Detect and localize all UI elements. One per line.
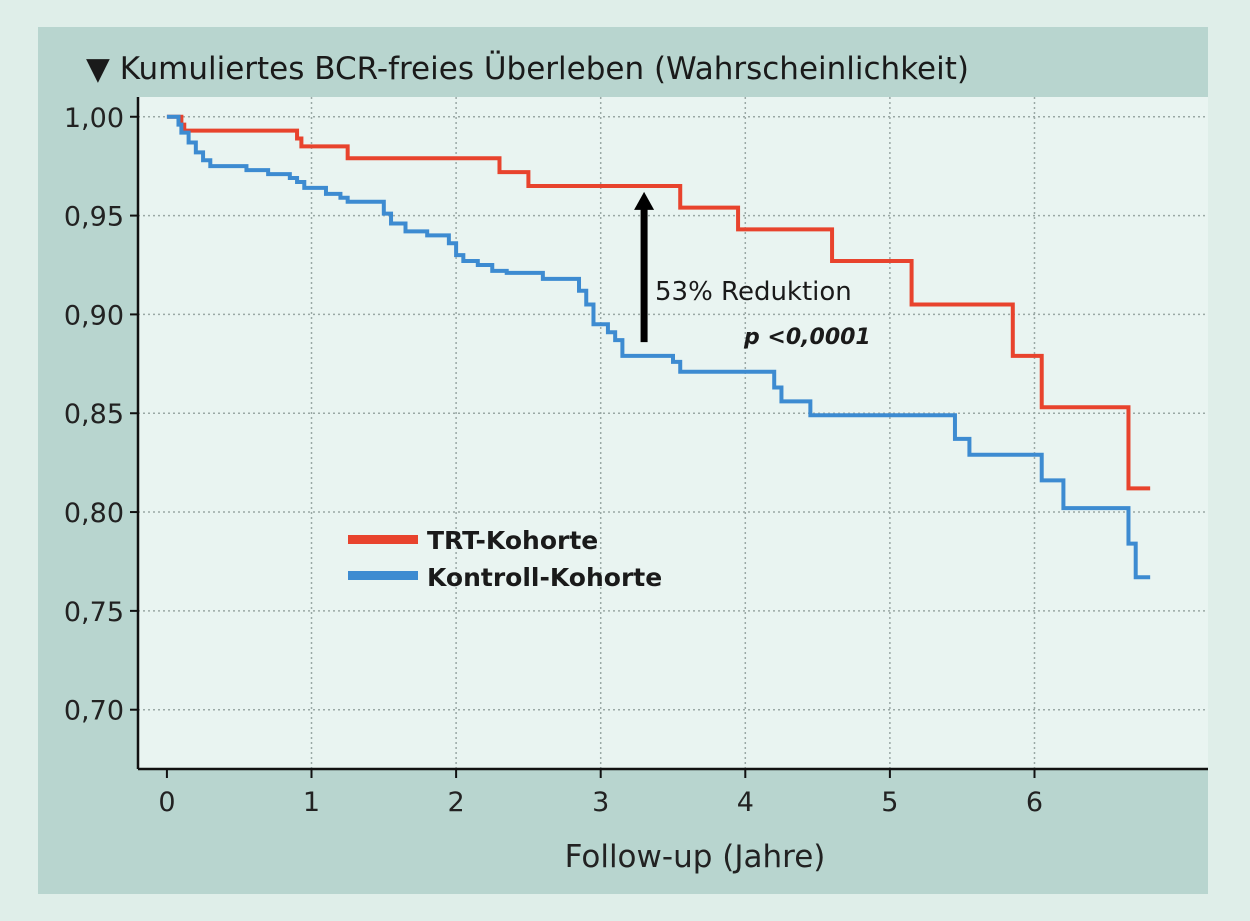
legend-label-trt: TRT-Kohorte [427, 526, 598, 555]
series-lines [166, 114, 1151, 580]
y-tick-label: 0,90 [64, 300, 124, 331]
x-tick-label: 4 [737, 787, 754, 818]
y-tick-label: 0,75 [64, 597, 124, 628]
plot-area [138, 97, 1208, 769]
y-tick-label: 0,95 [64, 202, 124, 233]
x-tick-label: 2 [448, 787, 465, 818]
x-tick-label: 6 [1026, 787, 1043, 818]
chart-title: ▼ Kumuliertes BCR-freies Überleben (Wahr… [86, 50, 969, 87]
legend-swatch-control [348, 571, 418, 580]
x-tick-label: 5 [881, 787, 898, 818]
reduction-label: 53% Reduktion [655, 277, 852, 307]
series-line-control [166, 114, 1151, 580]
y-tick-label: 0,80 [64, 498, 124, 529]
figure-frame: ▼ Kumuliertes BCR-freies Überleben (Wahr… [38, 27, 1208, 894]
legend: TRT-Kohorte Kontroll-Kohorte [348, 526, 662, 592]
x-tick-label: 3 [592, 787, 609, 818]
legend-label-control: Kontroll-Kohorte [427, 563, 662, 592]
series-line-trt [166, 114, 1151, 491]
y-tick-label: 1,00 [64, 103, 124, 134]
x-axis-title: Follow-up (Jahre) [565, 839, 826, 875]
legend-swatch-trt [348, 535, 418, 544]
y-tick-label: 0,70 [64, 696, 124, 727]
grid-lines [138, 97, 1208, 769]
y-tick-label: 0,85 [64, 399, 124, 430]
title-band [38, 27, 1208, 99]
x-tick-label: 1 [303, 787, 320, 818]
chart-svg: ▼ Kumuliertes BCR-freies Überleben (Wahr… [38, 27, 1208, 875]
annotations: 53% Reduktion p <0,0001 [634, 191, 871, 350]
reduction-arrow-head [634, 191, 655, 210]
axes: 1,00 0,95 0,90 0,85 0,80 0,75 0,70 0 1 2 3 4 5 6 [64, 97, 1208, 818]
p-value-label: p <0,0001 [743, 325, 871, 350]
x-tick-label: 0 [158, 787, 175, 818]
